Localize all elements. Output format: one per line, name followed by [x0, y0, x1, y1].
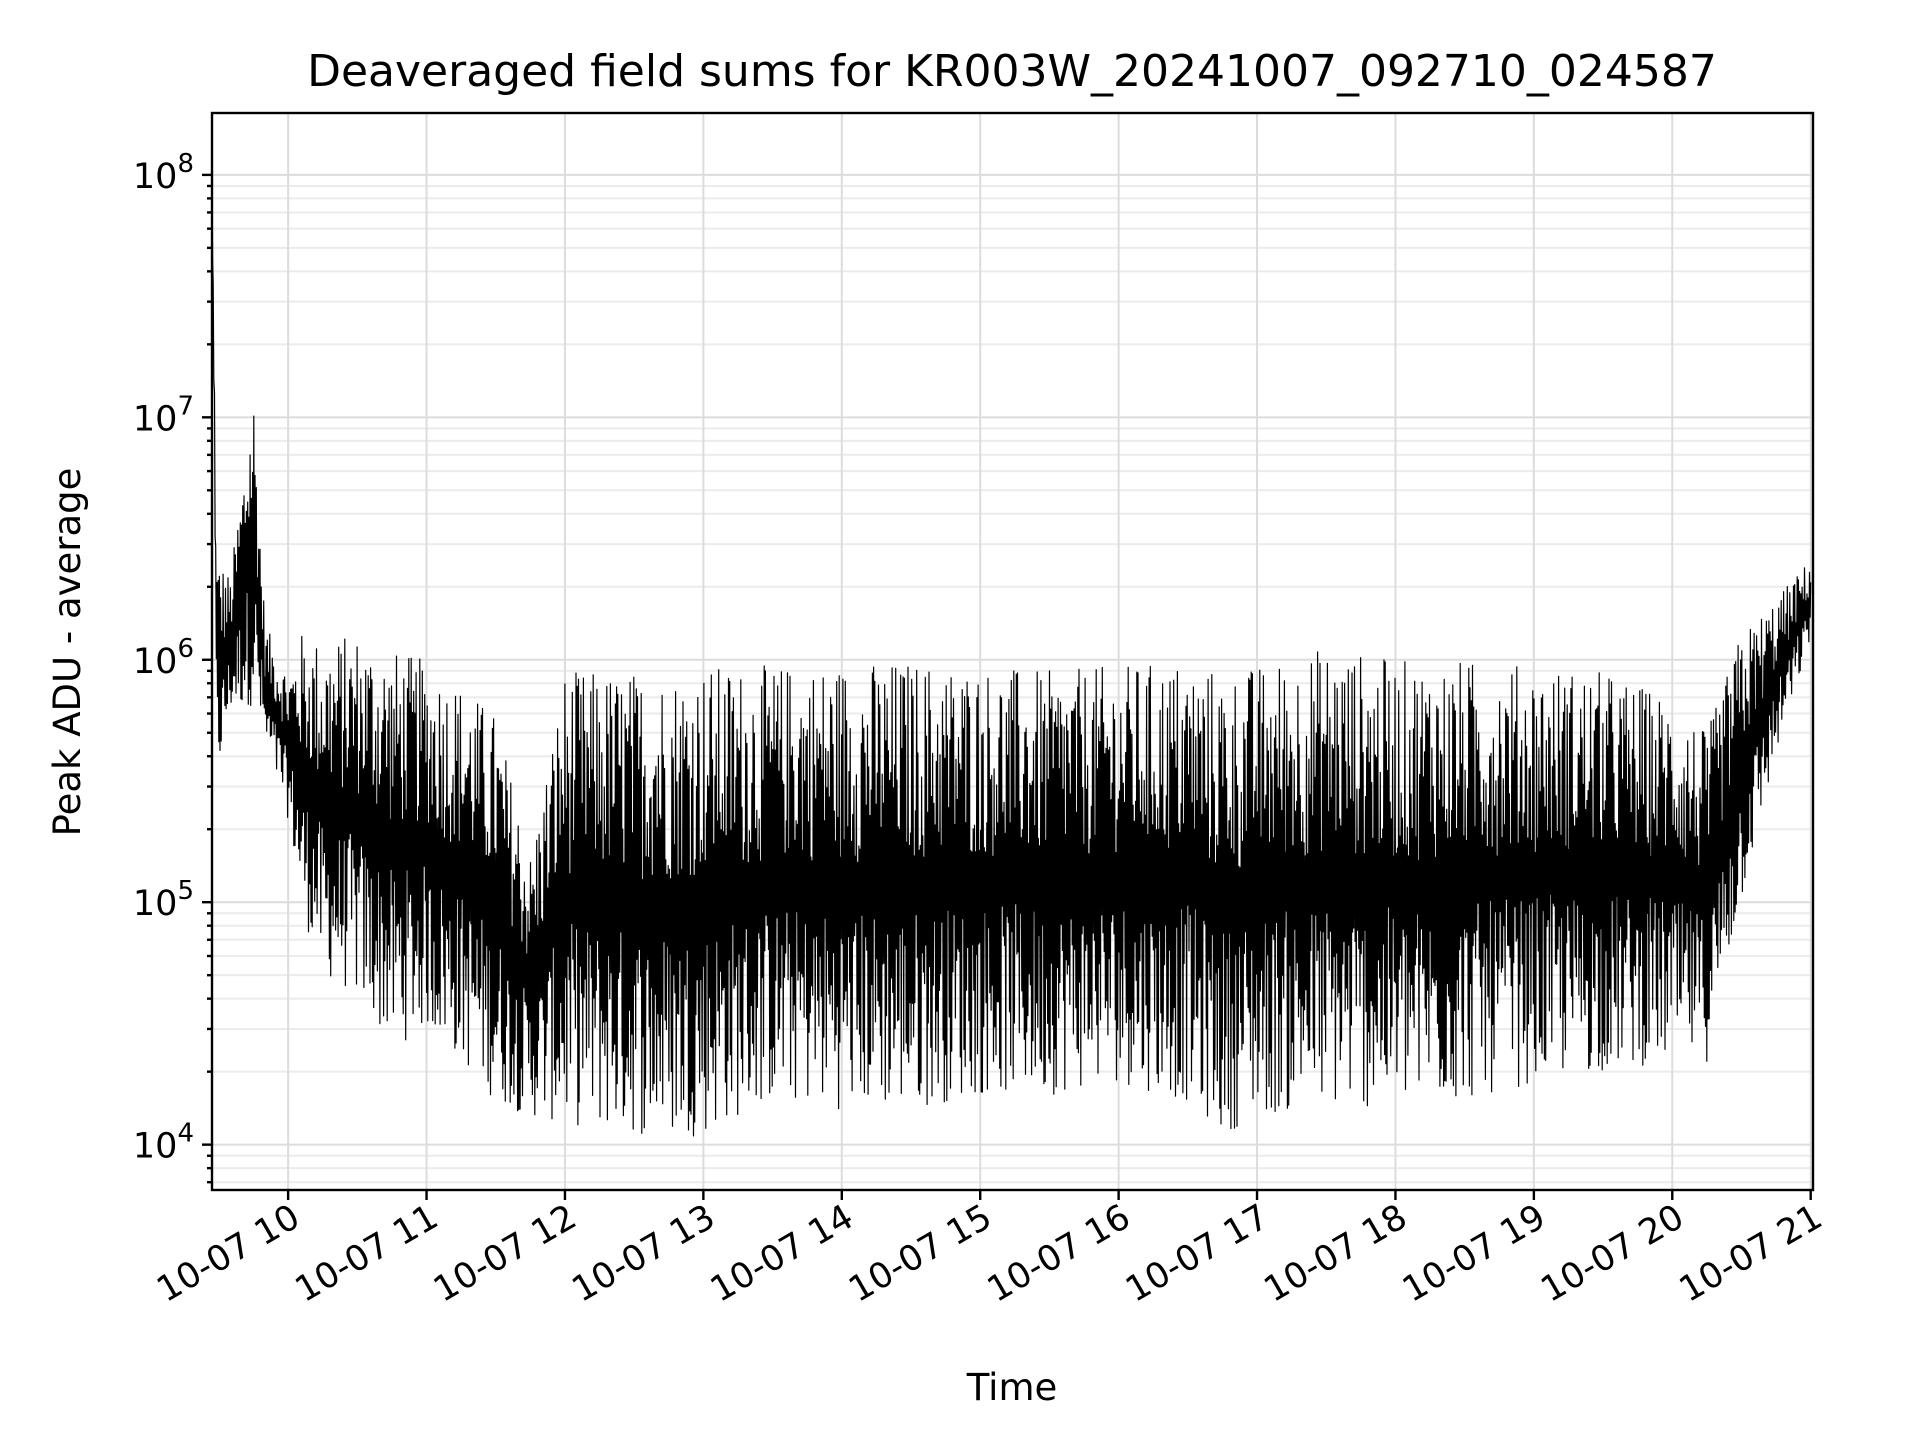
- y-axis-label: Peak ADU - average: [46, 468, 89, 837]
- x-tick-label: 10-07 11: [289, 1197, 445, 1310]
- y-tick-label: 108: [133, 149, 194, 197]
- grid: [212, 113, 1813, 1190]
- y-tick-label: 106: [133, 634, 194, 682]
- plot-frame: [210, 111, 1815, 1192]
- y-tick-label: 105: [133, 876, 194, 924]
- y-tick-label: 107: [133, 391, 194, 439]
- x-tick-label: 10-07 16: [981, 1197, 1137, 1310]
- x-tick-label: 10-07 10: [150, 1197, 306, 1310]
- x-tick-label: 10-07 15: [842, 1197, 998, 1310]
- chart-title: Deaveraged field sums for KR003W_2024100…: [307, 46, 1717, 97]
- y-axis-ticks: 104 105 106 107 108: [133, 149, 212, 1184]
- y-tick-label: 104: [133, 1119, 194, 1167]
- x-tick-label: 10-07 12: [427, 1197, 583, 1310]
- series-line-group: [211, 172, 1812, 1137]
- x-tick-label: 10-07 19: [1396, 1197, 1552, 1310]
- x-axis-label: Time: [966, 1366, 1058, 1409]
- series-line: [211, 172, 1812, 1137]
- x-tick-label: 10-07 14: [704, 1197, 860, 1310]
- x-tick-label: 10-07 17: [1119, 1197, 1275, 1310]
- x-tick-label: 10-07 21: [1673, 1197, 1829, 1310]
- x-tick-label: 10-07 18: [1258, 1197, 1414, 1310]
- x-tick-label: 10-07 13: [566, 1197, 722, 1310]
- x-tick-label: 10-07 20: [1534, 1197, 1690, 1310]
